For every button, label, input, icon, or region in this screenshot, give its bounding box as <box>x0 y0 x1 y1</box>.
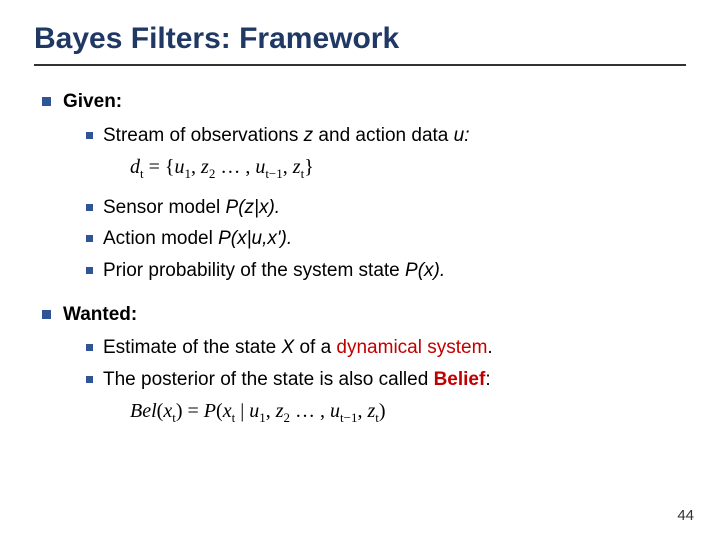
bullet-sensor: Sensor model P(z|x). <box>86 194 686 222</box>
square-bullet-icon <box>86 204 93 211</box>
slide-body: Given: Stream of observations z and acti… <box>34 88 686 428</box>
f2-x: x <box>163 400 172 422</box>
estimate-var: X <box>281 337 294 358</box>
f2-c1: , <box>266 400 276 422</box>
spacer <box>34 289 686 301</box>
action-expr: P(x|u,x'). <box>218 228 292 249</box>
bullet-given: Given: <box>42 88 686 116</box>
sensor-expr: P(z|x). <box>226 197 281 218</box>
stream-pre: Stream of observations <box>103 125 304 146</box>
square-bullet-icon <box>86 132 93 139</box>
f2-ut1: u <box>330 400 340 422</box>
square-bullet-icon <box>42 310 51 319</box>
formula-data-stream: dt = {u1, z2 … , ut−1, zt} <box>130 153 686 184</box>
square-bullet-icon <box>86 235 93 242</box>
estimate-end: . <box>487 337 492 358</box>
bullet-prior: Prior probability of the system state P(… <box>86 257 686 285</box>
formula-belief: Bel(xt) = P(xt | u1, z2 … , ut−1, zt) <box>130 397 686 428</box>
bullet-action: Action model P(x|u,x'). <box>86 225 686 253</box>
estimate-red: dynamical system <box>336 337 487 358</box>
bullet-wanted: Wanted: <box>42 301 686 329</box>
page-number: 44 <box>677 507 694 524</box>
square-bullet-icon <box>86 267 93 274</box>
f2-x2: x <box>223 400 232 422</box>
stream-var-u: u: <box>454 125 470 146</box>
stream-mid: and action data <box>313 125 454 146</box>
f2-u1: u <box>249 400 259 422</box>
f2-eq: = <box>183 400 204 422</box>
f2-cp2: ) <box>379 400 386 422</box>
f1-ut1: u <box>255 156 265 178</box>
f2-ell: … , <box>290 400 330 422</box>
f1-ell: … , <box>215 156 255 178</box>
f1-close: } <box>304 156 314 178</box>
f1-u1: u <box>175 156 185 178</box>
estimate-mid: of a <box>294 337 336 358</box>
prior-expr: P(x). <box>405 260 445 281</box>
bullet-stream: Stream of observations z and action data… <box>86 122 686 150</box>
f2-P: P <box>204 400 216 422</box>
f1-d: d <box>130 156 140 178</box>
belief-pre: The posterior of the state is also calle… <box>103 369 434 390</box>
f2-bel: Bel <box>130 400 157 422</box>
slide-title: Bayes Filters: Framework <box>34 22 686 66</box>
f2-c2: , <box>357 400 367 422</box>
prior-pre: Prior probability of the system state <box>103 260 405 281</box>
f2-cp: ) <box>176 400 183 422</box>
square-bullet-icon <box>86 344 93 351</box>
slide: Bayes Filters: Framework Given: Stream o… <box>0 0 720 540</box>
f1-c2: , <box>283 156 293 178</box>
f2-ut1s: t−1 <box>340 410 357 425</box>
f1-c1: , <box>191 156 201 178</box>
square-bullet-icon <box>42 97 51 106</box>
f2-bar: | <box>235 400 249 422</box>
stream-var-z: z <box>304 125 314 146</box>
belief-end: : <box>485 369 490 390</box>
f1-ut1s: t−1 <box>265 166 282 181</box>
f2-op2: ( <box>216 400 223 422</box>
f1-eq: = { <box>144 156 175 178</box>
f1-z2: z <box>201 156 209 178</box>
bullet-estimate: Estimate of the state X of a dynamical s… <box>86 334 686 362</box>
square-bullet-icon <box>86 376 93 383</box>
f2-z2: z <box>276 400 284 422</box>
f1-zt: z <box>293 156 301 178</box>
belief-word: Belief <box>434 369 486 390</box>
given-heading: Given: <box>63 91 122 112</box>
estimate-pre: Estimate of the state <box>103 337 281 358</box>
bullet-belief: The posterior of the state is also calle… <box>86 366 686 394</box>
action-pre: Action model <box>103 228 218 249</box>
sensor-pre: Sensor model <box>103 197 226 218</box>
wanted-heading: Wanted: <box>63 304 137 325</box>
